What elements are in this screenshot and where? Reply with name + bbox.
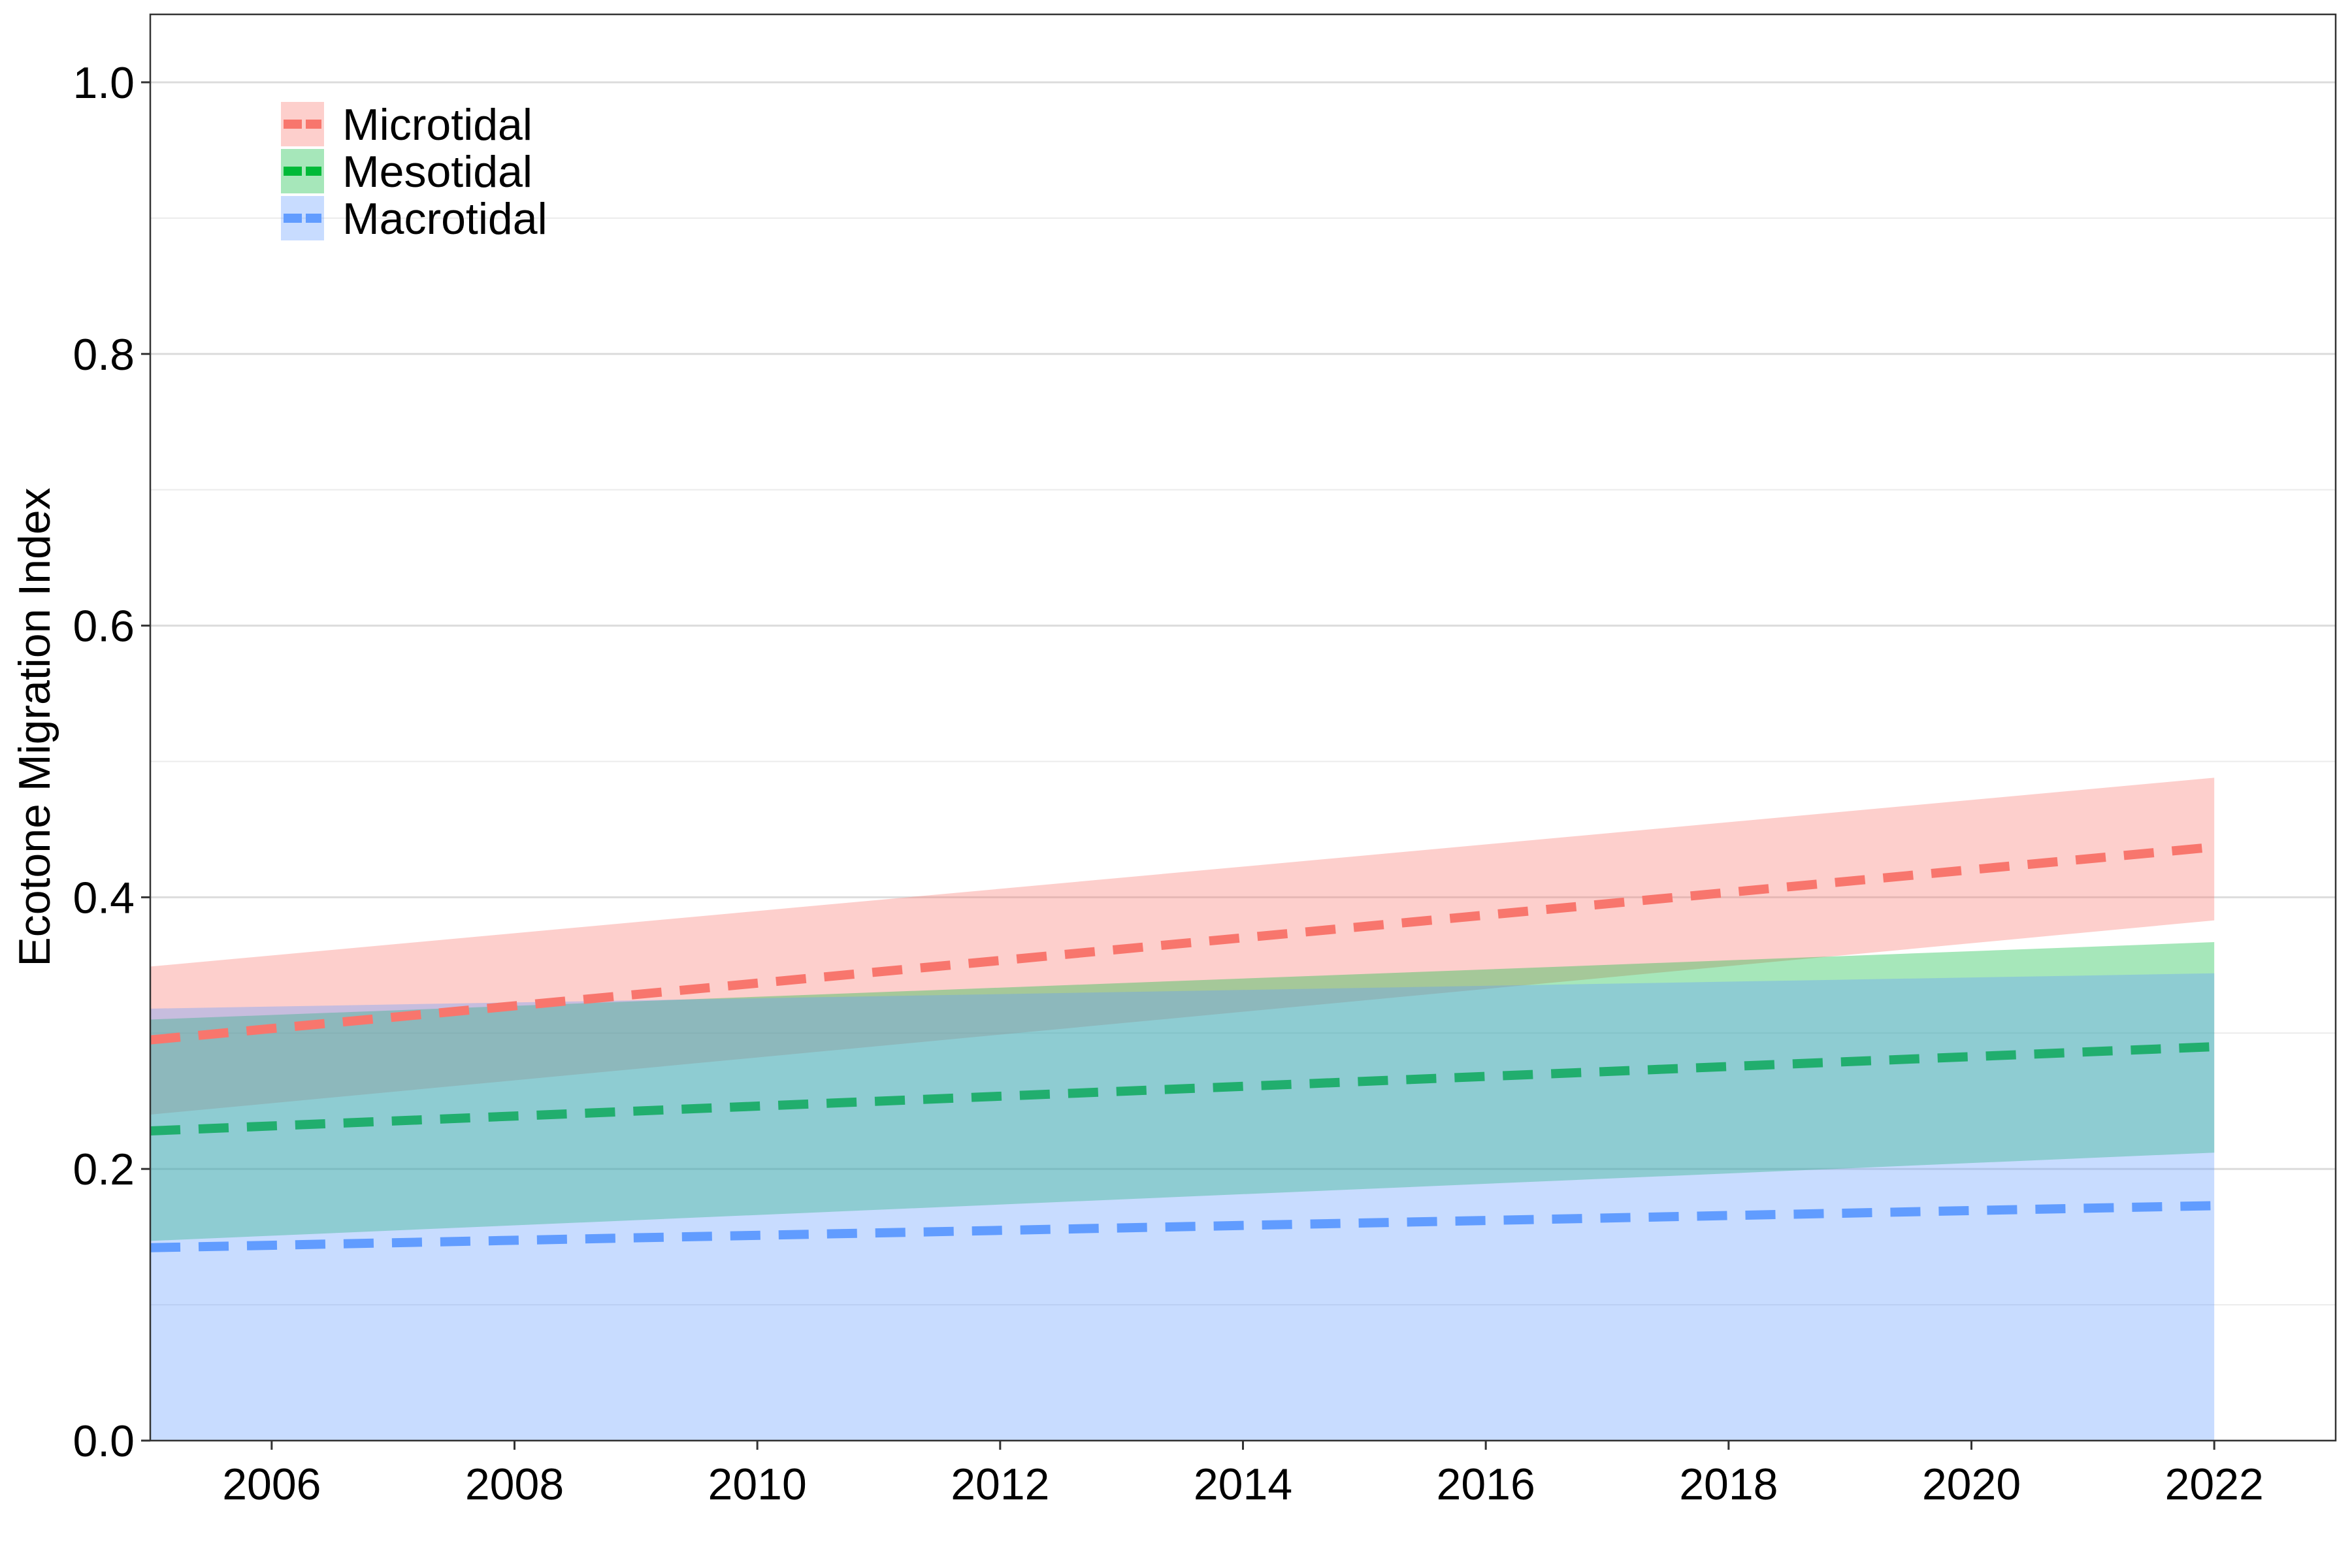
x-tick-label-2022: 2022 xyxy=(2165,1460,2264,1509)
macrotidal-fit-line xyxy=(150,1201,2215,1252)
macrotidal-confidence-band xyxy=(150,973,2215,1441)
y-tick-label-0.6: 0.6 xyxy=(73,602,135,651)
x-tick-label-2012: 2012 xyxy=(951,1460,1049,1509)
x-tick-label-2016: 2016 xyxy=(1437,1460,1535,1509)
y-tick-label-0.2: 0.2 xyxy=(73,1145,135,1194)
legend-label-macrotidal: Macrotidal xyxy=(342,194,547,244)
x-tick-label-2018: 2018 xyxy=(1679,1460,1778,1509)
x-tick-label-2010: 2010 xyxy=(708,1460,807,1509)
axes: 2006 2008 2010 2012 2014 2016 2018 2020 2022 0.0 0… xyxy=(73,58,2263,1509)
fit-lines xyxy=(150,842,2215,1252)
x-tick-label-2014: 2014 xyxy=(1194,1460,1292,1509)
grid xyxy=(150,81,2336,1442)
legend-item-macrotidal: Macrotidal xyxy=(281,194,547,244)
y-tick-label-0.0: 0.0 xyxy=(73,1416,135,1466)
y-axis-title: Ecotone Migration Index xyxy=(10,487,59,966)
y-tick-label-0.4: 0.4 xyxy=(73,873,135,923)
legend-label-microtidal: Microtidal xyxy=(342,100,532,150)
legend-label-mesotidal: Mesotidal xyxy=(342,147,532,197)
mesotidal-fit-line xyxy=(150,1042,2215,1135)
confidence-bands xyxy=(150,777,2215,1441)
x-tick-label-2006: 2006 xyxy=(222,1460,321,1509)
microtidal-fit-line xyxy=(150,842,2215,1045)
y-tick-label-0.8: 0.8 xyxy=(73,330,135,380)
legend-item-mesotidal: Mesotidal xyxy=(281,147,532,197)
legend-item-microtidal: Microtidal xyxy=(281,100,532,150)
x-tick-label-2008: 2008 xyxy=(465,1460,564,1509)
x-tick-label-2020: 2020 xyxy=(1922,1460,2021,1509)
y-tick-label-1.0: 1.0 xyxy=(73,58,135,108)
